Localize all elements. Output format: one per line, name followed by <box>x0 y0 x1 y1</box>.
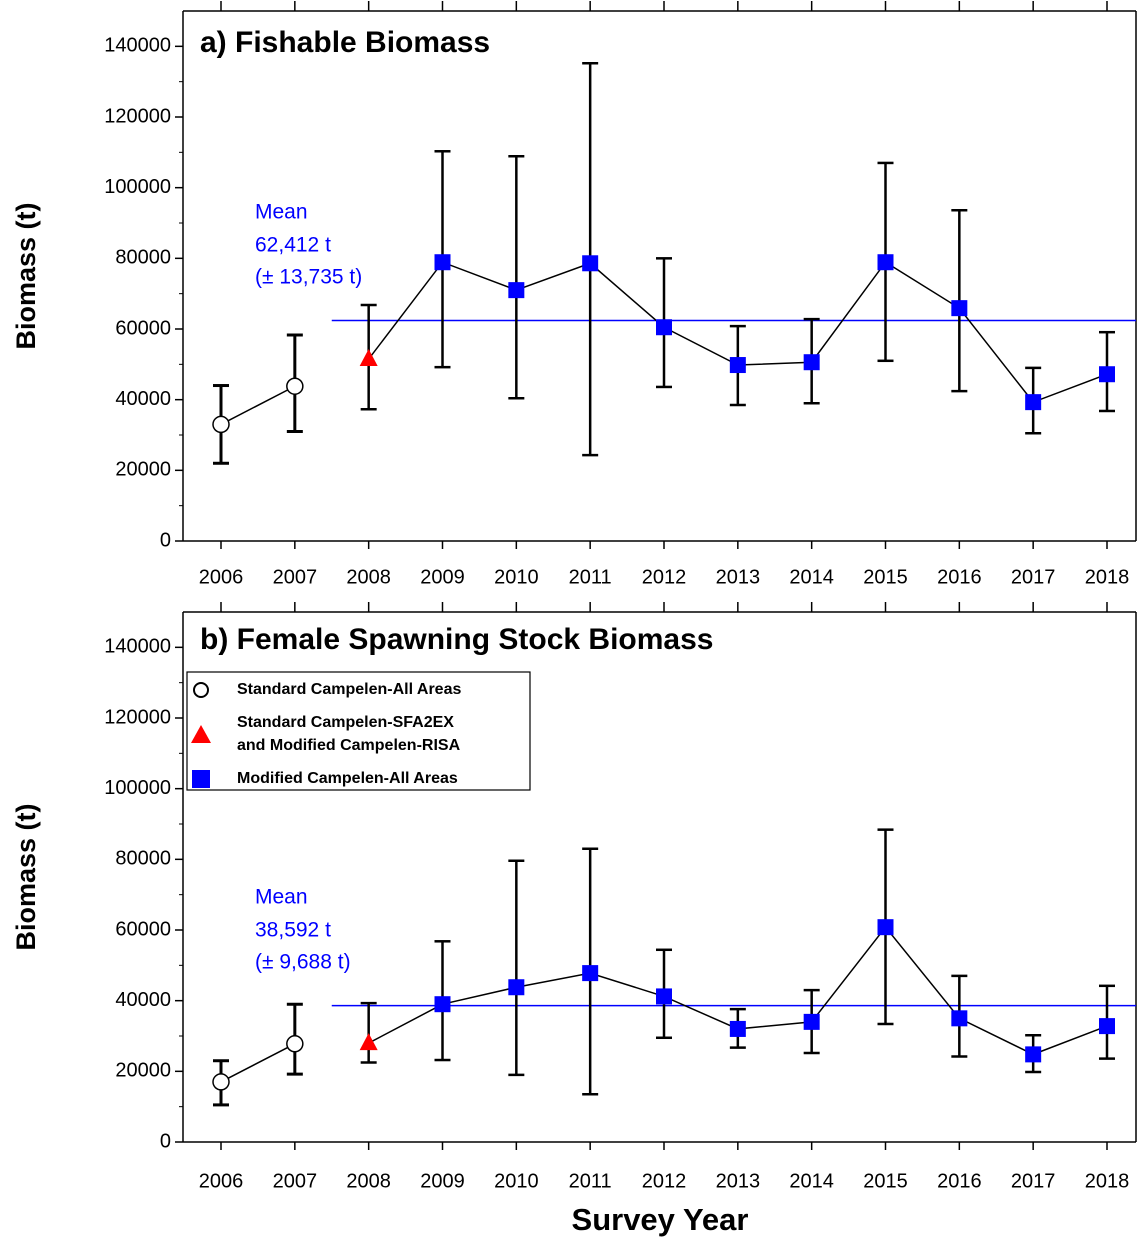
data-point <box>212 415 230 434</box>
x-tick-label: 2011 <box>569 566 612 588</box>
data-point <box>729 1020 746 1037</box>
y-axis-label: Biomass (t) <box>11 202 41 349</box>
mean-annotation: (± 13,735 t) <box>255 266 362 289</box>
legend-label: Standard Campelen-All Areas <box>237 681 461 698</box>
data-point <box>508 282 525 299</box>
x-tick-label: 2007 <box>273 1170 318 1192</box>
x-tick-label: 2012 <box>642 566 687 588</box>
x-tick-label: 2012 <box>642 1170 687 1192</box>
mean-annotation: (± 9,688 t) <box>255 951 351 974</box>
legend-marker <box>191 725 211 743</box>
y-tick-label: 80000 <box>115 848 171 870</box>
x-tick-label: 2016 <box>937 566 982 588</box>
x-tick-label: 2014 <box>789 566 834 588</box>
data-point <box>656 319 672 336</box>
legend-marker <box>193 682 209 698</box>
x-tick-label: 2010 <box>494 566 539 588</box>
y-tick-label: 60000 <box>115 918 171 940</box>
x-tick-label: 2006 <box>199 1170 244 1192</box>
x-tick-label: 2015 <box>863 1170 908 1192</box>
y-tick-label: 80000 <box>115 247 171 269</box>
data-point <box>803 354 820 371</box>
mean-annotation: 38,592 t <box>255 919 331 942</box>
x-tick-label: 2014 <box>789 1170 834 1192</box>
x-tick-label: 2006 <box>199 566 244 588</box>
legend-label-line: and Modified Campelen-RISA <box>237 737 461 754</box>
y-tick-label: 40000 <box>115 989 171 1011</box>
y-tick-label: 20000 <box>115 459 171 481</box>
x-tick-label: 2008 <box>346 1170 391 1192</box>
data-point <box>656 988 672 1005</box>
x-tick-label: 2013 <box>716 566 761 588</box>
data-point <box>729 357 746 374</box>
y-tick-label: 60000 <box>115 317 171 339</box>
x-tick-label: 2016 <box>937 1170 982 1192</box>
x-tick-label: 2013 <box>716 1170 761 1192</box>
data-point <box>803 1013 820 1030</box>
data-point <box>286 377 304 395</box>
y-axis-label: Biomass (t) <box>11 803 41 950</box>
mean-annotation: 62,412 t <box>255 234 331 257</box>
x-tick-label: 2018 <box>1085 1170 1130 1192</box>
mean-annotation: Mean <box>255 201 308 224</box>
chart-title: b) Female Spawning Stock Biomass <box>200 623 713 656</box>
data-point <box>582 255 599 272</box>
x-tick-label: 2017 <box>1011 1170 1056 1192</box>
legend-label: Modified Campelen-All Areas <box>237 770 458 787</box>
y-tick-label: 0 <box>160 529 171 551</box>
data-point <box>951 1010 968 1027</box>
legend-label: Standard Campelen-SFA2EX and Modified Cam… <box>237 714 461 754</box>
x-tick-label: 2015 <box>863 566 908 588</box>
data-point <box>1025 1046 1042 1063</box>
data-point <box>434 996 451 1013</box>
series-line <box>220 385 296 426</box>
data-point <box>508 979 525 996</box>
x-tick-label: 2018 <box>1085 566 1130 588</box>
x-axis-label: Survey Year <box>572 1202 749 1237</box>
data-point <box>359 1033 378 1051</box>
y-tick-label: 120000 <box>104 706 171 728</box>
y-tick-label: 0 <box>160 1130 171 1152</box>
series-line <box>220 1043 296 1083</box>
legend-label-line: Standard Campelen-SFA2EX <box>237 714 454 731</box>
y-tick-label: 100000 <box>104 176 171 198</box>
y-tick-label: 40000 <box>115 388 171 410</box>
x-tick-label: 2017 <box>1011 566 1056 588</box>
y-tick-label: 100000 <box>104 777 171 799</box>
data-point <box>877 254 894 271</box>
y-tick-label: 140000 <box>104 636 171 658</box>
data-point <box>877 919 894 936</box>
legend-box <box>186 671 531 791</box>
data-point <box>212 1073 230 1091</box>
data-point <box>951 300 968 317</box>
x-tick-label: 2009 <box>420 1170 465 1192</box>
x-tick-label: 2008 <box>346 566 391 588</box>
data-point <box>1099 1018 1115 1035</box>
legend-marker <box>192 770 210 788</box>
data-point <box>1025 394 1042 411</box>
x-tick-label: 2007 <box>273 566 318 588</box>
data-point <box>286 1035 304 1053</box>
chart-title: a) Fishable Biomass <box>200 26 490 59</box>
y-tick-label: 140000 <box>104 35 171 57</box>
y-tick-label: 20000 <box>115 1060 171 1082</box>
y-tick-label: 120000 <box>104 105 171 127</box>
mean-annotation: Mean <box>255 886 308 909</box>
x-tick-label: 2010 <box>494 1170 539 1192</box>
data-point <box>1099 366 1115 383</box>
data-point <box>359 349 378 367</box>
data-point <box>582 965 599 982</box>
x-tick-label: 2011 <box>569 1170 612 1192</box>
x-tick-label: 2009 <box>420 566 465 588</box>
data-point <box>434 254 451 271</box>
